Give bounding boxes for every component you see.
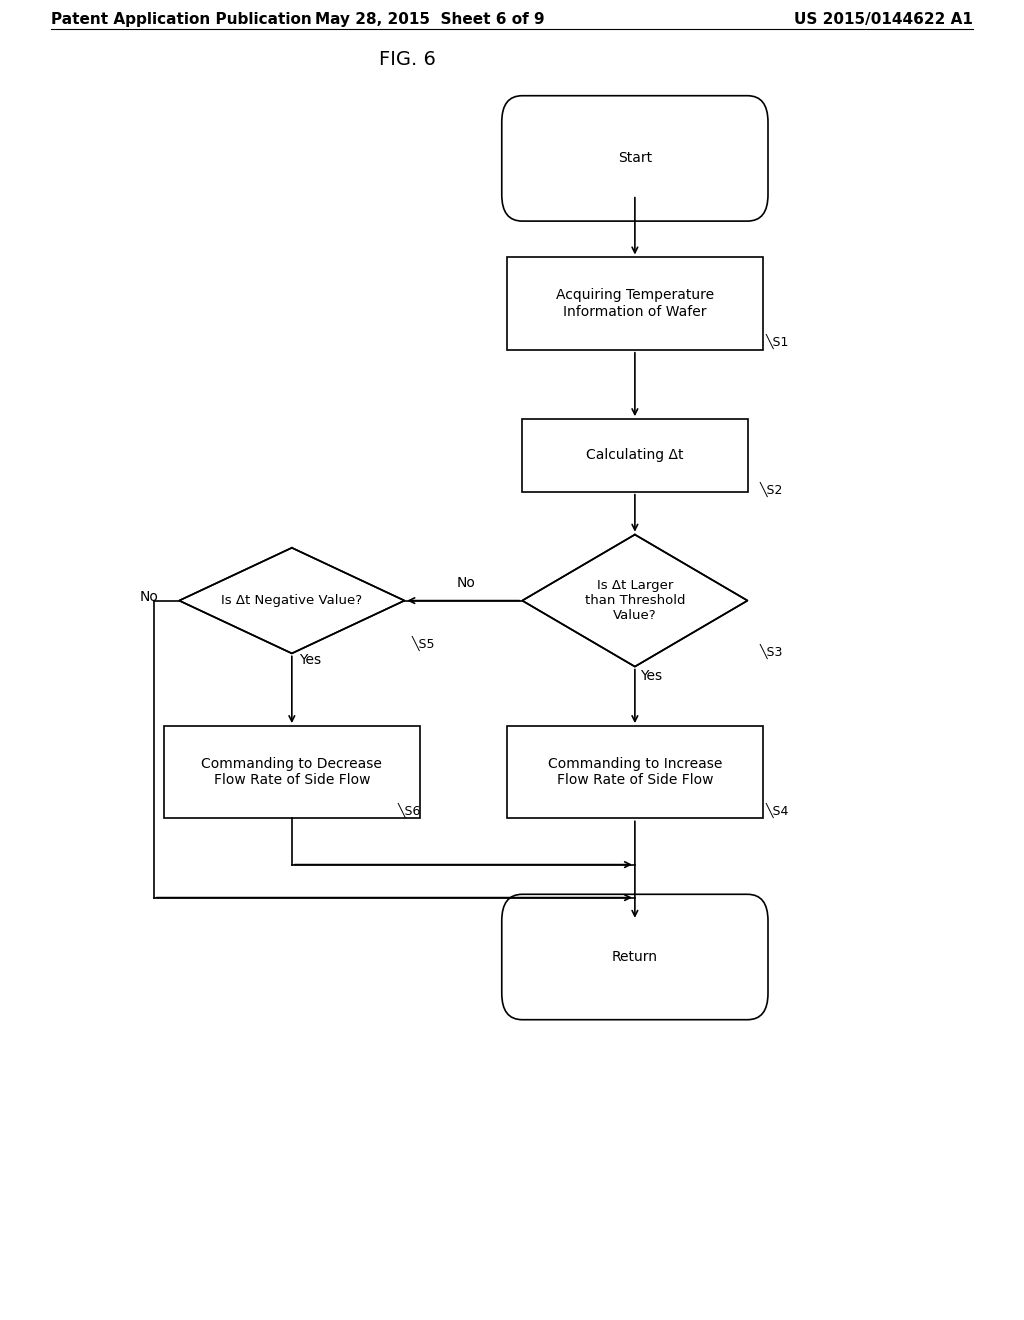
- Text: Patent Application Publication: Patent Application Publication: [51, 12, 312, 28]
- Text: Yes: Yes: [640, 669, 663, 682]
- Text: ╲S1: ╲S1: [766, 334, 790, 350]
- FancyBboxPatch shape: [502, 96, 768, 220]
- Text: ╲S6: ╲S6: [397, 803, 421, 818]
- Text: Yes: Yes: [299, 653, 322, 667]
- Text: ╲S2: ╲S2: [760, 482, 783, 498]
- Bar: [507, 257, 763, 350]
- Text: ╲S3: ╲S3: [760, 644, 783, 660]
- Bar: [164, 726, 420, 818]
- Text: No: No: [140, 590, 159, 603]
- Text: Commanding to Increase
Flow Rate of Side Flow: Commanding to Increase Flow Rate of Side…: [548, 758, 722, 787]
- FancyBboxPatch shape: [502, 895, 768, 1019]
- Text: No: No: [457, 576, 475, 590]
- Text: Return: Return: [612, 950, 657, 964]
- Bar: [507, 726, 763, 818]
- Polygon shape: [522, 535, 748, 667]
- Text: Start: Start: [617, 152, 652, 165]
- Text: May 28, 2015  Sheet 6 of 9: May 28, 2015 Sheet 6 of 9: [315, 12, 545, 28]
- Text: Is Δt Larger
than Threshold
Value?: Is Δt Larger than Threshold Value?: [585, 579, 685, 622]
- Polygon shape: [179, 548, 404, 653]
- Text: Is Δt Negative Value?: Is Δt Negative Value?: [221, 594, 362, 607]
- Text: Acquiring Temperature
Information of Wafer: Acquiring Temperature Information of Waf…: [556, 289, 714, 318]
- Text: Commanding to Decrease
Flow Rate of Side Flow: Commanding to Decrease Flow Rate of Side…: [202, 758, 382, 787]
- Text: FIG. 6: FIG. 6: [379, 50, 436, 69]
- Text: ╲S5: ╲S5: [412, 636, 435, 652]
- Text: Calculating Δt: Calculating Δt: [586, 449, 684, 462]
- Bar: [522, 418, 748, 491]
- Text: US 2015/0144622 A1: US 2015/0144622 A1: [794, 12, 973, 28]
- Text: ╲S4: ╲S4: [766, 803, 790, 818]
